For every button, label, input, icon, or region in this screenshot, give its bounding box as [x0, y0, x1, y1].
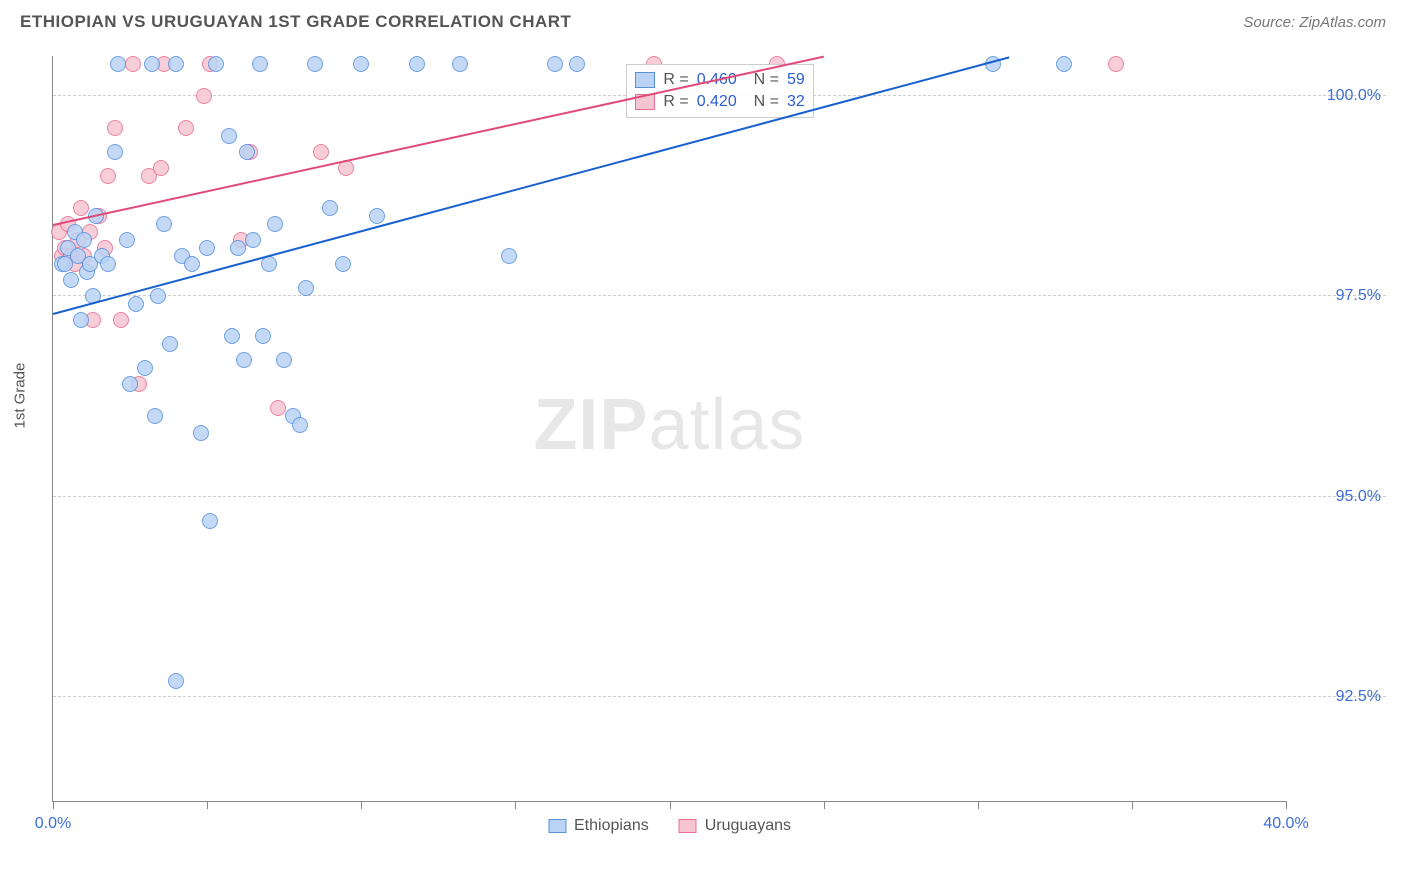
scatter-point	[569, 56, 585, 72]
scatter-point	[63, 272, 79, 288]
scatter-point	[73, 312, 89, 328]
scatter-point	[113, 312, 129, 328]
scatter-point	[178, 120, 194, 136]
legend-swatch	[548, 819, 566, 833]
legend-label: Ethiopians	[574, 817, 649, 835]
scatter-point	[128, 296, 144, 312]
scatter-point	[245, 232, 261, 248]
source-attribution: Source: ZipAtlas.com	[1243, 14, 1386, 31]
scatter-point	[150, 288, 166, 304]
scatter-point	[335, 256, 351, 272]
scatter-point	[270, 400, 286, 416]
scatter-point	[184, 256, 200, 272]
scatter-point	[202, 513, 218, 529]
scatter-point	[119, 232, 135, 248]
scatter-point	[221, 128, 237, 144]
y-tick-label: 100.0%	[1291, 87, 1381, 105]
chart-container: 1st Grade ZIPatlas 92.5%95.0%97.5%100.0%…	[40, 48, 1386, 832]
scatter-point	[107, 144, 123, 160]
y-tick-label: 97.5%	[1291, 287, 1381, 305]
scatter-point	[147, 408, 163, 424]
scatter-point	[196, 88, 212, 104]
legend-swatch	[635, 72, 655, 88]
scatter-point	[1108, 56, 1124, 72]
x-tick	[361, 801, 362, 809]
scatter-point	[236, 352, 252, 368]
x-tick	[53, 801, 54, 809]
scatter-point	[313, 144, 329, 160]
trend-line	[53, 56, 825, 226]
scatter-point	[255, 328, 271, 344]
x-tick-label: 0.0%	[35, 815, 71, 833]
scatter-point	[168, 673, 184, 689]
scatter-point	[501, 248, 517, 264]
scatter-point	[199, 240, 215, 256]
scatter-point	[137, 360, 153, 376]
y-tick-label: 95.0%	[1291, 488, 1381, 506]
x-tick	[207, 801, 208, 809]
scatter-point	[156, 216, 172, 232]
scatter-point	[369, 208, 385, 224]
scatter-point	[107, 120, 123, 136]
scatter-point	[125, 56, 141, 72]
plot-area: ZIPatlas 92.5%95.0%97.5%100.0%0.0%40.0%R…	[52, 56, 1286, 802]
x-tick	[978, 801, 979, 809]
correlation-legend: R = 0.460 N = 59R = 0.420 N = 32	[626, 64, 813, 118]
scatter-point	[144, 56, 160, 72]
scatter-point	[100, 256, 116, 272]
scatter-point	[76, 232, 92, 248]
scatter-point	[267, 216, 283, 232]
scatter-point	[261, 256, 277, 272]
scatter-point	[57, 256, 73, 272]
scatter-point	[292, 417, 308, 433]
y-axis-label: 1st Grade	[12, 363, 29, 429]
scatter-point	[100, 168, 116, 184]
scatter-point	[153, 160, 169, 176]
scatter-point	[110, 56, 126, 72]
gridline	[53, 496, 1386, 497]
scatter-point	[208, 56, 224, 72]
scatter-point	[307, 56, 323, 72]
scatter-point	[409, 56, 425, 72]
scatter-point	[298, 280, 314, 296]
scatter-point	[353, 56, 369, 72]
legend-row: R = 0.420 N = 32	[635, 91, 804, 113]
x-tick	[1286, 801, 1287, 809]
x-tick	[670, 801, 671, 809]
series-legend: Ethiopians Uruguayans	[548, 817, 791, 835]
x-tick	[824, 801, 825, 809]
x-tick	[515, 801, 516, 809]
x-tick-label: 40.0%	[1263, 815, 1308, 833]
scatter-point	[162, 336, 178, 352]
watermark: ZIPatlas	[533, 383, 805, 465]
legend-swatch	[679, 819, 697, 833]
legend-label: Uruguayans	[705, 817, 791, 835]
x-tick	[1132, 801, 1133, 809]
scatter-point	[122, 376, 138, 392]
gridline	[53, 696, 1386, 697]
scatter-point	[452, 56, 468, 72]
legend-item: Uruguayans	[679, 817, 791, 835]
scatter-point	[168, 56, 184, 72]
scatter-point	[193, 425, 209, 441]
scatter-point	[73, 200, 89, 216]
scatter-point	[276, 352, 292, 368]
scatter-point	[230, 240, 246, 256]
gridline	[53, 295, 1386, 296]
scatter-point	[252, 56, 268, 72]
scatter-point	[547, 56, 563, 72]
scatter-point	[322, 200, 338, 216]
chart-header: ETHIOPIAN VS URUGUAYAN 1ST GRADE CORRELA…	[0, 0, 1406, 40]
chart-title: ETHIOPIAN VS URUGUAYAN 1ST GRADE CORRELA…	[20, 12, 571, 32]
y-tick-label: 92.5%	[1291, 688, 1381, 706]
scatter-point	[239, 144, 255, 160]
scatter-point	[1056, 56, 1072, 72]
scatter-point	[224, 328, 240, 344]
legend-item: Ethiopians	[548, 817, 649, 835]
